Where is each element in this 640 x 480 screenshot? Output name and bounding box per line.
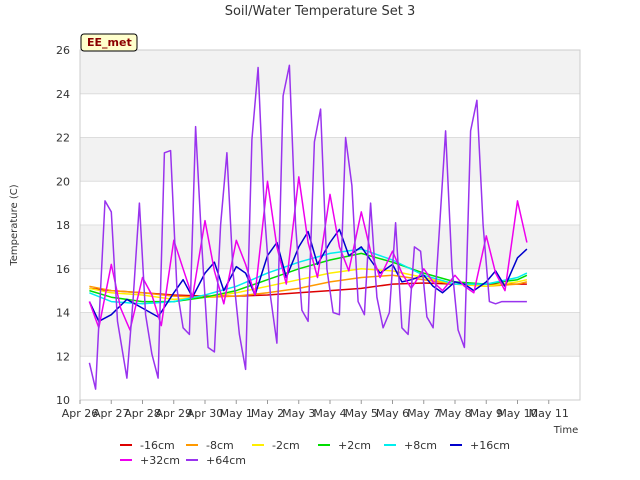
x-axis-label: Time bbox=[553, 425, 578, 436]
y-axis-ticks: 10 12 14 16 18 20 22 24 26 bbox=[56, 44, 70, 407]
y-tick-label: 18 bbox=[56, 219, 70, 232]
x-tick-label: May 2 bbox=[251, 407, 284, 420]
grid-band bbox=[80, 137, 580, 182]
legend-label: -2cm bbox=[272, 439, 300, 452]
legend-item: +32cm bbox=[120, 454, 180, 467]
series-line-+32cm bbox=[88, 176, 528, 331]
x-tick-label: Apr 30 bbox=[187, 407, 224, 420]
x-tick-label: Apr 26 bbox=[62, 407, 99, 420]
series-line-+8cm bbox=[89, 248, 528, 305]
legend-item: +64cm bbox=[186, 454, 246, 467]
y-tick-label: 10 bbox=[56, 394, 70, 407]
series-line--2cm bbox=[89, 268, 528, 301]
legend-label: -16cm bbox=[140, 439, 175, 452]
legend-item: +8cm bbox=[384, 439, 437, 452]
x-tick-label: May 4 bbox=[313, 407, 346, 420]
legend-label: +2cm bbox=[338, 439, 371, 452]
legend-label: +16cm bbox=[470, 439, 510, 452]
legend-label: +64cm bbox=[206, 454, 246, 467]
station-label: EE_met bbox=[87, 36, 132, 49]
x-tick-label: May 7 bbox=[407, 407, 440, 420]
chart-title: Soil/Water Temperature Set 3 bbox=[225, 4, 416, 19]
grid-bands bbox=[80, 50, 580, 357]
legend-label: +8cm bbox=[404, 439, 437, 452]
legend-item: +16cm bbox=[450, 439, 510, 452]
y-tick-label: 26 bbox=[56, 44, 70, 57]
y-tick-label: 20 bbox=[56, 175, 70, 188]
station-label-box: EE_met bbox=[80, 33, 138, 52]
legend-label: +32cm bbox=[140, 454, 180, 467]
x-tick-label: May 9 bbox=[470, 407, 503, 420]
legend: -16cm -8cm -2cm +2cm +8cm +16cm +32cm +64cm bbox=[120, 439, 510, 467]
series-line-+64cm bbox=[88, 64, 527, 390]
grid-band bbox=[80, 312, 580, 357]
x-tick-label: May 3 bbox=[282, 407, 315, 420]
x-tick-label: Apr 29 bbox=[155, 407, 192, 420]
legend-item: +2cm bbox=[318, 439, 371, 452]
y-tick-label: 14 bbox=[56, 307, 70, 320]
y-tick-label: 24 bbox=[56, 88, 70, 101]
legend-item: -8cm bbox=[186, 439, 234, 452]
legend-item: -2cm bbox=[252, 439, 300, 452]
y-tick-label: 16 bbox=[56, 263, 70, 276]
legend-item: -16cm bbox=[120, 439, 175, 452]
x-tick-label: May 1 bbox=[220, 407, 253, 420]
x-tick-label: Apr 28 bbox=[124, 407, 161, 420]
x-tick-label: May 10 bbox=[497, 407, 537, 420]
grid-band bbox=[80, 225, 580, 269]
x-tick-label: May 8 bbox=[438, 407, 471, 420]
x-tick-label: May 11 bbox=[529, 407, 569, 420]
y-axis-label: Temperature (C) bbox=[9, 184, 20, 266]
legend-label: -8cm bbox=[206, 439, 234, 452]
x-tick-label: May 6 bbox=[376, 407, 409, 420]
series-lines bbox=[88, 64, 528, 390]
y-tick-label: 22 bbox=[56, 132, 70, 145]
grid-band bbox=[80, 50, 580, 94]
y-tick-label: 12 bbox=[56, 350, 70, 363]
x-tick-label: Apr 27 bbox=[93, 407, 130, 420]
x-tick-label: May 5 bbox=[345, 407, 378, 420]
series-line-+16cm bbox=[88, 228, 528, 323]
